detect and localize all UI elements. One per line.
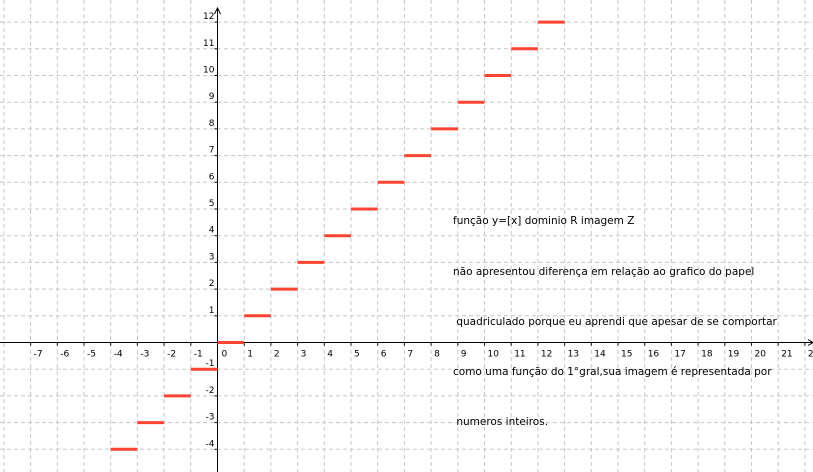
y-tick-label: 1 [209, 306, 215, 316]
annotation-text: função y=[x] dominio R imagem Z não apre… [453, 180, 777, 447]
x-tick-label: 8 [434, 350, 440, 360]
y-tick-label: 9 [209, 92, 215, 102]
x-tick-label: -3 [140, 350, 149, 360]
y-tick-label: 11 [203, 39, 214, 49]
y-tick-label: 7 [209, 146, 215, 156]
y-tick-label: 8 [209, 119, 215, 129]
y-tick-label: 10 [203, 66, 215, 76]
x-tick-label: -1 [194, 350, 203, 360]
annotation-line: quadriculado porque eu aprendi que apesa… [453, 315, 777, 328]
x-tick-label: 7 [407, 350, 413, 360]
y-tick-label: 4 [209, 226, 215, 236]
x-tick-label: -5 [87, 350, 96, 360]
step-series [110, 20, 565, 451]
y-tick-label: -1 [206, 359, 215, 369]
annotation-line: como uma função do 1°gral,sua imagem é r… [453, 365, 772, 378]
x-tick-label: 21 [781, 350, 792, 360]
x-axis-arrow [807, 339, 813, 346]
annotation-line: função y=[x] dominio R imagem Z [453, 215, 635, 228]
y-tick-label: -4 [206, 439, 215, 449]
x-tick-label: 22 [808, 350, 813, 360]
x-axis-ticks: -7 -6 -5 -4 -3 -2 -1 0 1 2 3 4 5 6 7 8 9 10 11 12 13 14 15 16 17… [30, 342, 813, 360]
x-tick-label: 15 [621, 350, 632, 360]
y-axis-ticks: 12 11 10 9 8 7 6 5 4 3 2 1 -1 -2 -3 -4 [203, 12, 218, 450]
x-tick-label: 20 [755, 350, 767, 360]
annotation-line: não apresentou diferença em relação ao g… [453, 265, 755, 278]
y-tick-label: 2 [209, 279, 215, 289]
y-tick-label: 6 [209, 172, 215, 182]
x-tick-label: 11 [514, 350, 525, 360]
x-tick-label: -7 [34, 350, 43, 360]
x-tick-label: 19 [728, 350, 740, 360]
x-tick-label: 5 [354, 350, 360, 360]
y-tick-label: 5 [209, 199, 215, 209]
x-tick-label: -2 [167, 350, 176, 360]
x-tick-label: 0 [222, 350, 228, 360]
y-axis-arrow [214, 6, 221, 15]
y-tick-label: 12 [203, 12, 214, 22]
axes [0, 6, 813, 472]
x-tick-label: 14 [594, 350, 606, 360]
x-tick-label: 1 [247, 350, 253, 360]
x-tick-label: 3 [301, 350, 307, 360]
y-tick-label: -2 [206, 386, 215, 396]
x-tick-label: -4 [114, 350, 123, 360]
x-tick-label: 10 [488, 350, 500, 360]
y-tick-label: -3 [206, 413, 215, 423]
x-tick-label: 18 [701, 350, 713, 360]
x-tick-label: 2 [274, 350, 280, 360]
annotation-line: numeros inteiros. [453, 415, 549, 428]
x-tick-label: 16 [648, 350, 660, 360]
x-tick-label: 17 [674, 350, 685, 360]
y-tick-label: 3 [209, 252, 215, 262]
x-tick-label: 4 [327, 350, 333, 360]
x-tick-label: 9 [461, 350, 467, 360]
x-tick-label: 6 [381, 350, 387, 360]
x-tick-label: 12 [541, 350, 552, 360]
x-tick-label: 13 [568, 350, 579, 360]
x-tick-label: -6 [60, 350, 69, 360]
